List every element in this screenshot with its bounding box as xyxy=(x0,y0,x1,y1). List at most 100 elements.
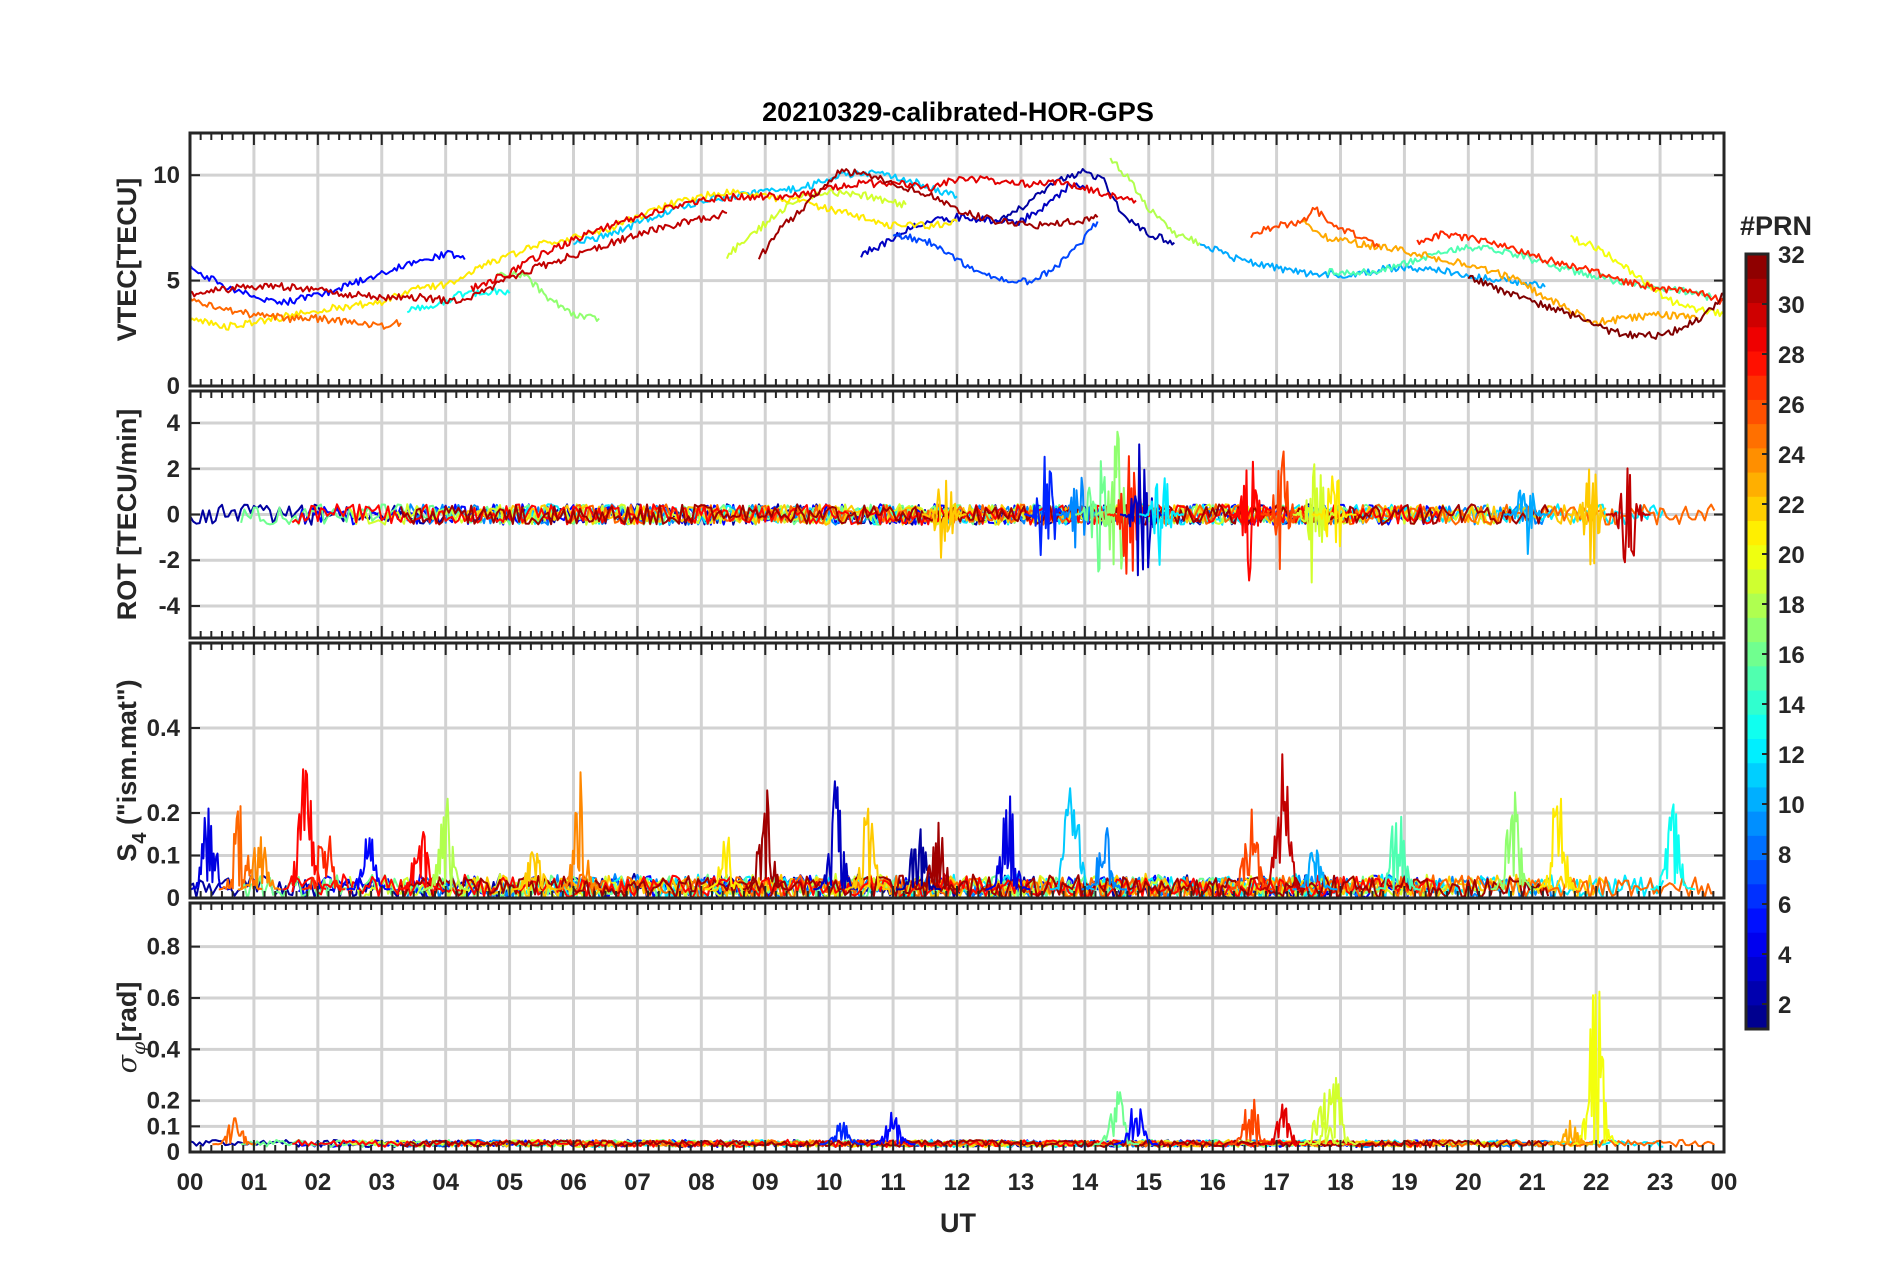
x-tick-label: 03 xyxy=(368,1169,395,1196)
y-axis-label-subscript: 4 xyxy=(129,832,151,844)
x-tick-label: 14 xyxy=(1071,1169,1098,1196)
series-line-prn-26 xyxy=(1250,206,1380,248)
panel-sigma: 00.10.2 0.4 0.6 0.8 σφ[rad] xyxy=(112,901,1726,1166)
spike-prn-5 xyxy=(346,837,391,891)
series-line-prn-21 xyxy=(190,188,958,331)
spike-prn-3 xyxy=(812,780,859,891)
spike-prn-19 xyxy=(1298,1092,1344,1146)
spike-prn-10 xyxy=(1503,489,1549,555)
colorbar-segment xyxy=(1746,375,1768,400)
y-tick-label: -2 xyxy=(159,547,180,574)
colorbar-segment xyxy=(1746,399,1768,425)
series-line-prn-25 xyxy=(190,297,402,330)
series-line-prn-31 xyxy=(399,503,1550,526)
series-line-prn-18 xyxy=(1109,157,1201,247)
colorbar-segment xyxy=(1746,932,1768,957)
series-group xyxy=(190,990,1715,1149)
x-tick-label: 13 xyxy=(1008,1169,1035,1196)
y-tick-label: 0.4 xyxy=(147,1036,181,1063)
colorbar-segment xyxy=(1746,883,1768,909)
y-axis-label-part: σ xyxy=(112,1053,143,1073)
y-axis-label-part: [rad] xyxy=(112,982,142,1042)
spike-prn-9 xyxy=(1081,827,1127,891)
colorbar-tick-label: 24 xyxy=(1778,442,1805,469)
spike-prn-5 xyxy=(870,1111,916,1146)
spike-prn-25 xyxy=(212,1117,256,1146)
colorbar-tick-label: 10 xyxy=(1778,792,1805,819)
x-tick-label: 22 xyxy=(1583,1169,1610,1196)
series-line-prn-13 xyxy=(406,287,511,314)
y-axis-label-part: S xyxy=(112,844,142,862)
colorbar-tick-label: 20 xyxy=(1778,542,1805,569)
panel-rot: -4 -2 0 2 4 ROT [TECU/min] xyxy=(112,389,1726,640)
spike-prn-22 xyxy=(921,479,967,559)
x-tick-label: 04 xyxy=(432,1169,459,1196)
x-axis-label: UT xyxy=(940,1208,976,1238)
colorbar-segment xyxy=(1746,738,1768,764)
colorbar-segment xyxy=(1746,544,1768,570)
spike-prn-28 xyxy=(282,768,327,891)
spike-prn-22 xyxy=(1567,468,1613,566)
x-tick-label: 05 xyxy=(496,1169,523,1196)
series-line-prn-32 xyxy=(1467,274,1724,340)
y-tick-label: 0.1 xyxy=(147,843,180,870)
plot-frame xyxy=(188,901,1726,1154)
spike-prn-24 xyxy=(557,771,603,891)
y-tick-label: 2 xyxy=(167,456,180,483)
y-tick-label: -4 xyxy=(159,593,181,620)
plot-frame xyxy=(188,131,1726,388)
series-line-prn-11 xyxy=(573,169,958,246)
x-tick-label: 00 xyxy=(177,1169,204,1196)
y-axis-label-vtec: VTEC[TECU] xyxy=(112,178,142,342)
spike-prn-25 xyxy=(218,805,263,891)
colorbar-tick-label: 8 xyxy=(1778,842,1791,869)
series-line-prn-27 xyxy=(1416,230,1724,305)
colorbar-tick-label: 16 xyxy=(1778,642,1805,669)
series-group xyxy=(190,157,1724,340)
x-tick-label: 16 xyxy=(1199,1169,1226,1196)
plot-frame xyxy=(188,641,1726,900)
series-group xyxy=(190,430,1716,584)
colorbar-segment xyxy=(1746,665,1768,691)
series-line-prn-20 xyxy=(1570,234,1724,318)
colorbar-segment xyxy=(1746,593,1768,618)
spike-prn-16 xyxy=(1094,1091,1140,1146)
spike-prn-4 xyxy=(985,795,1031,891)
colorbar-segment xyxy=(1746,471,1768,497)
spike-prn-5 xyxy=(1113,1108,1159,1146)
colorbar-tick-label: 14 xyxy=(1778,692,1805,719)
colorbar-tick-label: 18 xyxy=(1778,592,1805,619)
spike-prn-15 xyxy=(1375,815,1421,891)
spike-prn-2 xyxy=(896,828,942,891)
series-line-prn-2 xyxy=(994,168,1175,246)
colorbar-title: #PRN xyxy=(1740,211,1812,241)
colorbar-segment xyxy=(1746,254,1768,279)
y-tick-label: 0 xyxy=(167,502,180,529)
spike-prn-30 xyxy=(1260,753,1306,891)
spike-prn-19 xyxy=(1311,1076,1357,1146)
spike-prn-17 xyxy=(1490,791,1536,891)
colorbar-segment xyxy=(1746,350,1768,376)
colorbar-segment xyxy=(1746,278,1768,304)
y-tick-label: 0 xyxy=(167,373,180,400)
x-tick-label: 01 xyxy=(241,1169,268,1196)
colorbar-segment xyxy=(1746,496,1768,522)
colorbar-segment xyxy=(1746,980,1768,1006)
x-tick-label: 17 xyxy=(1263,1169,1290,1196)
y-tick-label: 0.6 xyxy=(147,985,180,1012)
spike-prn-18 xyxy=(423,797,469,891)
spike-prn-30 xyxy=(1605,467,1651,564)
x-tick-label: 12 xyxy=(944,1169,971,1196)
series-line-prn-29 xyxy=(470,175,1137,292)
colorbar-tick-label: 6 xyxy=(1778,892,1791,919)
x-tick-label: 15 xyxy=(1135,1169,1162,1196)
colorbar-segment xyxy=(1746,326,1768,352)
spike-prn-21 xyxy=(704,836,750,891)
chart-title: 20210329-calibrated-HOR-GPS xyxy=(762,97,1154,127)
y-tick-label: 0.4 xyxy=(147,715,181,742)
y-axis-label-subscript: φ xyxy=(128,1041,150,1055)
spike-prn-26 xyxy=(1228,808,1274,891)
panel-s4: 00.10.20.4S4 ("ism.mat") xyxy=(112,641,1726,912)
